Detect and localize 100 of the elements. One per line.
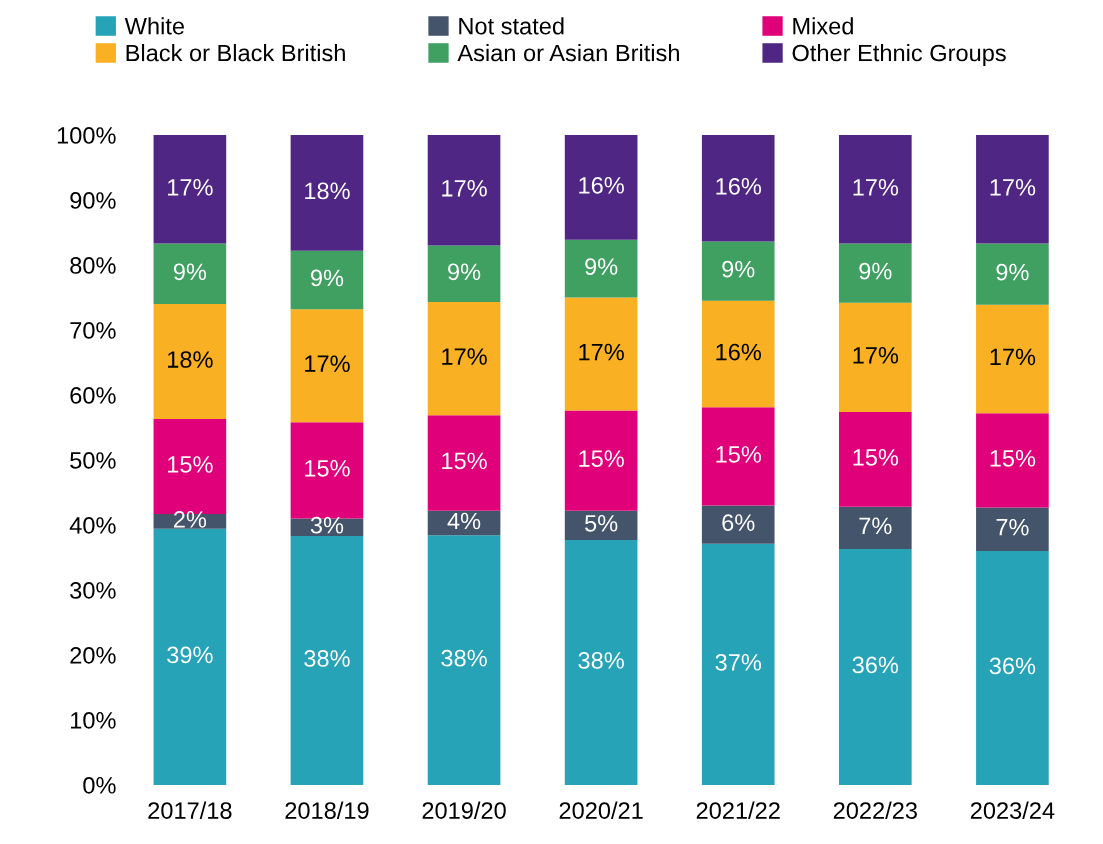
bar	[564, 135, 638, 240]
y-tick-label: 50%	[70, 452, 116, 469]
bar	[427, 245, 501, 303]
data-label: 38%	[441, 649, 487, 667]
data-label: 5%	[585, 515, 618, 532]
x-tick-label: 2020/21	[559, 801, 643, 819]
bar	[838, 506, 912, 550]
legend-label: Black or Black British	[126, 44, 345, 62]
bar	[564, 297, 638, 411]
data-label: 3%	[310, 516, 344, 534]
data-label: 15%	[442, 452, 487, 470]
bar	[838, 135, 912, 244]
data-label: 15%	[168, 456, 213, 473]
bar	[701, 407, 775, 506]
x-tick-label: 2019/20	[422, 801, 506, 819]
data-label: 9%	[585, 258, 618, 275]
data-label: 16%	[579, 176, 624, 194]
data-label: 17%	[168, 179, 213, 196]
y-tick-label: 100%	[57, 127, 116, 144]
bar	[290, 135, 364, 251]
bar	[427, 302, 501, 416]
data-label: 15%	[853, 449, 899, 466]
data-label: 9%	[311, 269, 344, 287]
x-tick-label: 2022/23	[833, 801, 917, 819]
bar	[976, 550, 1049, 785]
data-label: 9%	[722, 260, 755, 278]
data-label: 17%	[442, 348, 487, 365]
bar	[153, 528, 227, 785]
data-label: 18%	[305, 182, 350, 200]
bar	[701, 300, 775, 408]
data-label: 15%	[990, 450, 1036, 467]
y-tick-label: 20%	[70, 647, 116, 664]
data-label: 9%	[448, 263, 481, 281]
bar	[290, 309, 364, 423]
data-label: 17%	[442, 180, 487, 197]
data-label: 7%	[859, 517, 892, 535]
data-label: 17%	[579, 343, 624, 361]
bar	[838, 411, 912, 507]
bar	[427, 535, 501, 785]
data-label: 15%	[716, 446, 762, 463]
bar	[976, 304, 1049, 414]
data-label: 36%	[852, 656, 899, 674]
y-tick-label: 40%	[69, 517, 116, 534]
data-label: 17%	[990, 348, 1036, 366]
y-tick-label: 70%	[70, 322, 116, 339]
data-label: 7%	[996, 518, 1029, 536]
data-label: 36%	[989, 657, 1036, 675]
data-label: 9%	[859, 262, 892, 280]
data-label: 9%	[996, 263, 1029, 281]
bar	[838, 549, 912, 785]
data-label: 39%	[167, 646, 213, 664]
bar	[701, 241, 775, 301]
bar	[701, 543, 775, 785]
data-label: 17%	[990, 179, 1036, 196]
x-tick-label: 2023/24	[970, 801, 1055, 819]
y-tick-label: 90%	[70, 192, 116, 209]
bar	[838, 302, 912, 412]
y-tick-label: 60%	[70, 387, 116, 404]
legend-label: White	[124, 17, 184, 35]
legend-label: Other Ethnic Groups	[792, 44, 1006, 67]
data-label: 17%	[853, 347, 899, 364]
bar	[838, 243, 912, 303]
data-label: 6%	[722, 514, 755, 531]
y-tick-label: 10%	[71, 712, 116, 729]
bar	[427, 415, 501, 511]
data-label: 37%	[715, 653, 762, 671]
data-label: 15%	[305, 460, 350, 477]
x-tick-label: 2017/18	[148, 801, 232, 819]
bar	[976, 135, 1049, 244]
bar	[153, 135, 227, 244]
data-label: 38%	[578, 652, 624, 669]
bar	[564, 410, 638, 511]
legend-label: Not stated	[459, 17, 564, 35]
bar	[564, 539, 638, 785]
bar	[153, 304, 227, 420]
data-label: 18%	[168, 351, 213, 368]
y-tick-label: 30%	[70, 582, 116, 599]
x-tick-label: 2021/22	[696, 801, 780, 819]
bar	[976, 413, 1049, 508]
legend-label: Mixed	[793, 17, 853, 35]
data-label: 38%	[304, 650, 350, 667]
data-label: 15%	[579, 450, 624, 467]
bar	[153, 243, 227, 305]
y-tick-label: 0%	[83, 776, 116, 794]
data-label: 2%	[174, 511, 207, 528]
bar	[701, 135, 775, 242]
bar	[564, 510, 638, 540]
bar	[290, 536, 364, 785]
data-label: 4%	[447, 512, 481, 530]
bar	[976, 507, 1049, 551]
legend-label: Asian or Asian British	[457, 44, 679, 62]
data-label: 9%	[173, 263, 207, 281]
data-label: 16%	[716, 177, 762, 195]
bar	[564, 239, 638, 298]
x-tick-label: 2018/19	[285, 801, 369, 819]
data-label: 17%	[853, 179, 899, 196]
y-tick-label: 80%	[70, 257, 116, 274]
bar	[290, 250, 364, 310]
bar	[701, 505, 775, 544]
bar	[427, 135, 501, 246]
